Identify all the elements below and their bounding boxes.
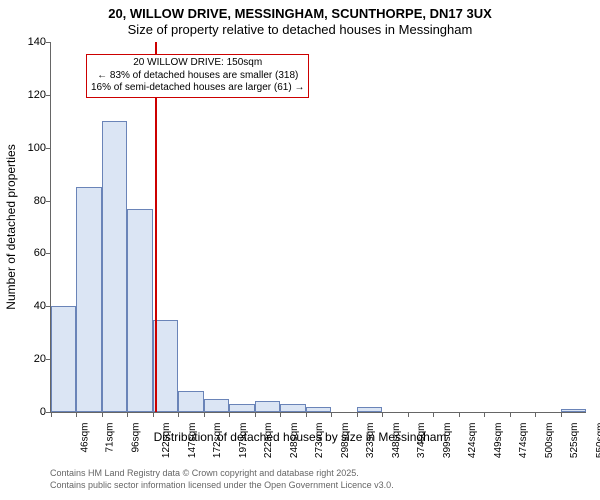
histogram-bar	[280, 404, 305, 412]
x-tick-mark	[51, 412, 52, 417]
histogram-bar	[255, 401, 280, 412]
y-tick-label: 40	[18, 300, 46, 312]
x-tick-mark	[153, 412, 154, 417]
x-tick-label: 449sqm	[493, 423, 504, 459]
x-tick-mark	[484, 412, 485, 417]
y-tick-label: 140	[18, 36, 46, 48]
chart-title-address: 20, WILLOW DRIVE, MESSINGHAM, SCUNTHORPE…	[0, 6, 600, 21]
chart-title-subtitle: Size of property relative to detached ho…	[0, 22, 600, 37]
histogram-bar	[561, 409, 586, 412]
plot-area: Number of detached properties 0204060801…	[50, 42, 586, 413]
histogram-bar	[102, 121, 127, 412]
x-tick-mark	[306, 412, 307, 417]
x-tick-label: 474sqm	[518, 423, 529, 459]
x-tick-mark	[102, 412, 103, 417]
x-tick-mark	[459, 412, 460, 417]
x-tick-mark	[255, 412, 256, 417]
histogram-bar	[229, 404, 254, 412]
x-tick-mark	[178, 412, 179, 417]
histogram-bar	[306, 407, 331, 412]
y-tick-mark	[46, 148, 51, 149]
y-axis-label: Number of detached properties	[4, 144, 18, 309]
x-tick-mark	[76, 412, 77, 417]
x-tick-mark	[535, 412, 536, 417]
x-tick-mark	[229, 412, 230, 417]
x-tick-label: 500sqm	[544, 423, 555, 459]
y-tick-label: 60	[18, 247, 46, 259]
y-tick-mark	[46, 253, 51, 254]
histogram-bar	[127, 209, 152, 413]
x-tick-mark	[408, 412, 409, 417]
x-tick-mark	[331, 412, 332, 417]
footer-copyright-1: Contains HM Land Registry data © Crown c…	[50, 468, 359, 478]
x-tick-label: 550sqm	[595, 423, 600, 459]
x-tick-mark	[433, 412, 434, 417]
x-tick-label: 424sqm	[467, 423, 478, 459]
y-tick-label: 0	[18, 406, 46, 418]
footer-copyright-2: Contains public sector information licen…	[50, 480, 394, 490]
y-tick-mark	[46, 42, 51, 43]
x-tick-mark	[510, 412, 511, 417]
x-tick-mark	[357, 412, 358, 417]
x-tick-mark	[280, 412, 281, 417]
x-tick-label: 71sqm	[105, 423, 116, 453]
x-tick-mark	[127, 412, 128, 417]
y-tick-mark	[46, 95, 51, 96]
histogram-bar	[178, 391, 203, 412]
marker-line	[155, 42, 157, 412]
histogram-bar	[76, 187, 101, 412]
annotation-line-2: ← 83% of detached houses are smaller (31…	[91, 70, 304, 83]
property-size-chart: 20, WILLOW DRIVE, MESSINGHAM, SCUNTHORPE…	[0, 0, 600, 500]
x-tick-label: 46sqm	[80, 423, 91, 453]
annotation-line-1: 20 WILLOW DRIVE: 150sqm	[91, 57, 304, 70]
y-tick-label: 100	[18, 142, 46, 154]
y-tick-label: 20	[18, 353, 46, 365]
histogram-bar	[204, 399, 229, 412]
x-tick-label: 525sqm	[569, 423, 580, 459]
x-tick-mark	[561, 412, 562, 417]
annotation-line-3: 16% of semi-detached houses are larger (…	[91, 82, 304, 95]
y-tick-mark	[46, 201, 51, 202]
x-tick-mark	[382, 412, 383, 417]
marker-annotation: 20 WILLOW DRIVE: 150sqm← 83% of detached…	[86, 54, 309, 98]
y-tick-label: 120	[18, 89, 46, 101]
y-tick-label: 80	[18, 195, 46, 207]
x-tick-label: 96sqm	[130, 423, 141, 453]
histogram-bar	[357, 407, 382, 412]
x-axis-label: Distribution of detached houses by size …	[154, 430, 447, 444]
histogram-bar	[51, 306, 76, 412]
x-tick-mark	[204, 412, 205, 417]
